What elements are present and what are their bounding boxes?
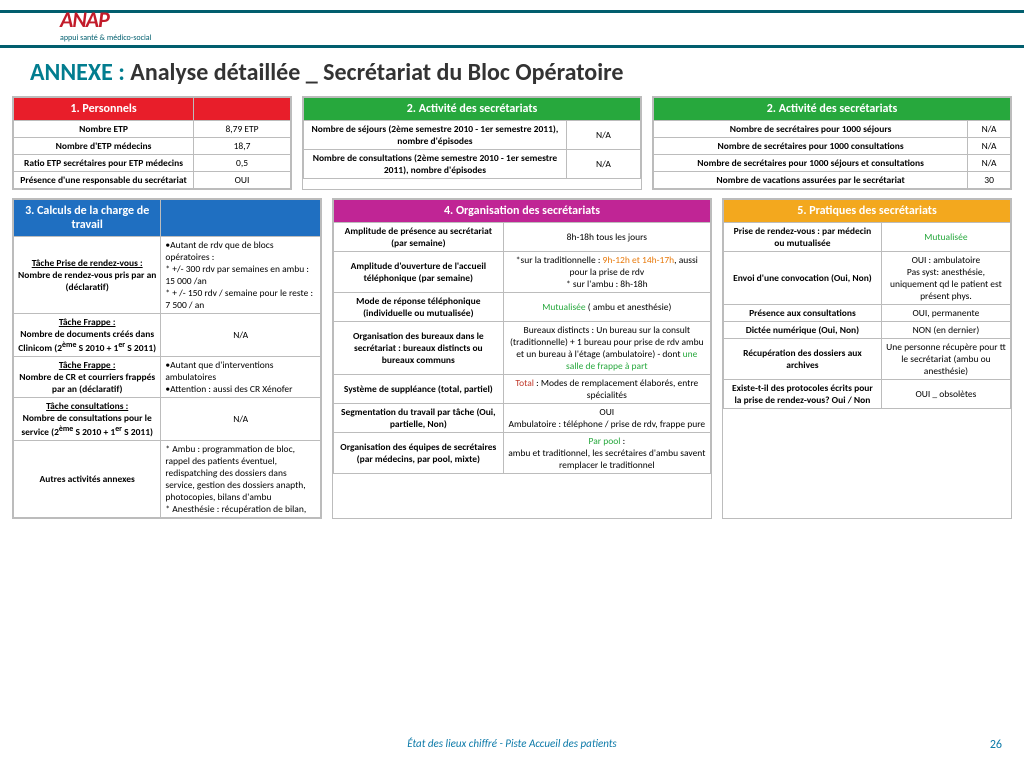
header-pratiques: 5. Pratiques des secrétariats bbox=[724, 200, 1011, 223]
table-value: OUI, permanente bbox=[881, 305, 1010, 322]
table-label: Existe-t-il des protocoles écrits pour l… bbox=[724, 380, 882, 409]
table-value: Bureaux distincts : Un bureau sur la con… bbox=[503, 322, 710, 375]
table-label: Nombre de consultations (2ème semestre 2… bbox=[304, 150, 567, 179]
panel-pratiques: 5. Pratiques des secrétariats Prise de r… bbox=[722, 198, 1012, 519]
panel-activite-b: 2. Activité des secrétariats Nombre de s… bbox=[652, 96, 1012, 190]
table-label: Prise de rendez-vous : par médecin ou mu… bbox=[724, 223, 882, 252]
table-value: 18,7 bbox=[194, 138, 291, 155]
table-label: Mode de réponse téléphonique (individuel… bbox=[334, 293, 504, 322]
title-rest: Analyse détaillée _ Secrétariat du Bloc … bbox=[125, 58, 624, 87]
header-personnels: 1. Personnels bbox=[14, 98, 194, 121]
table-label: Ratio ETP secrétaires pour ETP médecins bbox=[14, 155, 194, 172]
table-value: N/A bbox=[968, 138, 1011, 155]
page-number: 26 bbox=[990, 738, 1002, 752]
table-label: Nombre d'ETP médecins bbox=[14, 138, 194, 155]
table-value: Total : Modes de remplacement élaborés, … bbox=[503, 375, 710, 404]
table-value: N/A bbox=[968, 155, 1011, 172]
table-value: Mutualisée ( ambu et anesthésie) bbox=[503, 293, 710, 322]
header-activite-a: 2. Activité des secrétariats bbox=[304, 98, 641, 121]
page-title: ANNEXE : Analyse détaillée _ Secrétariat… bbox=[30, 58, 623, 87]
table-label: Tâche Frappe :Nombre de documents créés … bbox=[14, 314, 161, 357]
table-value: OUI _ obsolètes bbox=[881, 380, 1010, 409]
table-value: N/A bbox=[968, 121, 1011, 138]
table-value: Une personne récupère pour tt le secréta… bbox=[881, 339, 1010, 380]
table-label: Récupération des dossiers aux archives bbox=[724, 339, 882, 380]
footer-note: État des lieux chiffré - Piste Accueil d… bbox=[0, 737, 1024, 750]
table-value: N/A bbox=[566, 121, 640, 150]
table-value: 8,79 ETP bbox=[194, 121, 291, 138]
table-value: N/A bbox=[161, 398, 321, 441]
table-value: N/A bbox=[566, 150, 640, 179]
table-label: Tâche Frappe :Nombre de CR et courriers … bbox=[14, 357, 161, 398]
logo-tagline: appui santé & médico-social bbox=[60, 33, 190, 43]
table-value: N/A bbox=[161, 314, 321, 357]
header-organisation: 4. Organisation des secrétariats bbox=[334, 200, 711, 223]
table-value: •Autant de rdv que de blocs opératoires … bbox=[161, 237, 321, 314]
table-label: Segmentation du travail par tâche (Oui, … bbox=[334, 404, 504, 433]
panel-activite-a: 2. Activité des secrétariats Nombre de s… bbox=[302, 96, 642, 190]
header-activite-b: 2. Activité des secrétariats bbox=[654, 98, 1011, 121]
table-value: Par pool :ambu et traditionnel, les secr… bbox=[503, 433, 710, 474]
header-calculs: 3. Calculs de la charge de travail bbox=[14, 200, 161, 237]
panel-organisation: 4. Organisation des secrétariats Amplitu… bbox=[332, 198, 712, 519]
logo: ANAP appui santé & médico-social bbox=[60, 6, 190, 46]
panel-calculs: 3. Calculs de la charge de travail Tâche… bbox=[12, 198, 322, 519]
table-label: Nombre ETP bbox=[14, 121, 194, 138]
table-label: Tâche Prise de rendez-vous :Nombre de re… bbox=[14, 237, 161, 314]
table-value: •Autant que d'interventions ambulatoires… bbox=[161, 357, 321, 398]
table-label: Amplitude d'ouverture de l'accueil télép… bbox=[334, 252, 504, 293]
panel-personnels: 1. Personnels Nombre ETP8,79 ETPNombre d… bbox=[12, 96, 292, 190]
table-value: 30 bbox=[968, 172, 1011, 189]
table-value: NON (en dernier) bbox=[881, 322, 1010, 339]
table-label: Nombre de secrétaires pour 1000 consulta… bbox=[654, 138, 968, 155]
table-label: Organisation des équipes de secrétaires … bbox=[334, 433, 504, 474]
table-value: OUIAmbulatoire : téléphone / prise de rd… bbox=[503, 404, 710, 433]
table-label: Nombre de séjours (2ème semestre 2010 - … bbox=[304, 121, 567, 150]
row-1: 1. Personnels Nombre ETP8,79 ETPNombre d… bbox=[12, 96, 1012, 190]
table-label: Système de suppléance (total, partiel) bbox=[334, 375, 504, 404]
table-label: Autres activités annexes bbox=[14, 441, 161, 518]
table-label: Nombre de secrétaires pour 1000 séjours … bbox=[654, 155, 968, 172]
table-label: Nombre de vacations assurées par le secr… bbox=[654, 172, 968, 189]
table-label: Présence d'une responsable du secrétaria… bbox=[14, 172, 194, 189]
table-value: OUI : ambulatoirePas syst: anesthésie, u… bbox=[881, 252, 1010, 305]
table-value: Mutualisée bbox=[881, 223, 1010, 252]
logo-brand: ANAP bbox=[60, 6, 190, 33]
table-value: 0,5 bbox=[194, 155, 291, 172]
table-label: Nombre de secrétaires pour 1000 séjours bbox=[654, 121, 968, 138]
table-label: Dictée numérique (Oui, Non) bbox=[724, 322, 882, 339]
row-2: 3. Calculs de la charge de travail Tâche… bbox=[12, 198, 1012, 519]
table-label: Organisation des bureaux dans le secréta… bbox=[334, 322, 504, 375]
table-value: *sur la traditionnelle : 9h-12h et 14h-1… bbox=[503, 252, 710, 293]
table-label: Présence aux consultations bbox=[724, 305, 882, 322]
table-label: Amplitude de présence au secrétariat (pa… bbox=[334, 223, 504, 252]
table-value: OUI bbox=[194, 172, 291, 189]
table-value: 8h-18h tous les jours bbox=[503, 223, 710, 252]
content-area: 1. Personnels Nombre ETP8,79 ETPNombre d… bbox=[12, 96, 1012, 527]
table-label: Tâche consultations :Nombre de consultat… bbox=[14, 398, 161, 441]
table-value: * Ambu : programmation de bloc, rappel d… bbox=[161, 441, 321, 518]
title-accent: ANNEXE : bbox=[30, 58, 125, 87]
table-label: Envoi d'une convocation (Oui, Non) bbox=[724, 252, 882, 305]
